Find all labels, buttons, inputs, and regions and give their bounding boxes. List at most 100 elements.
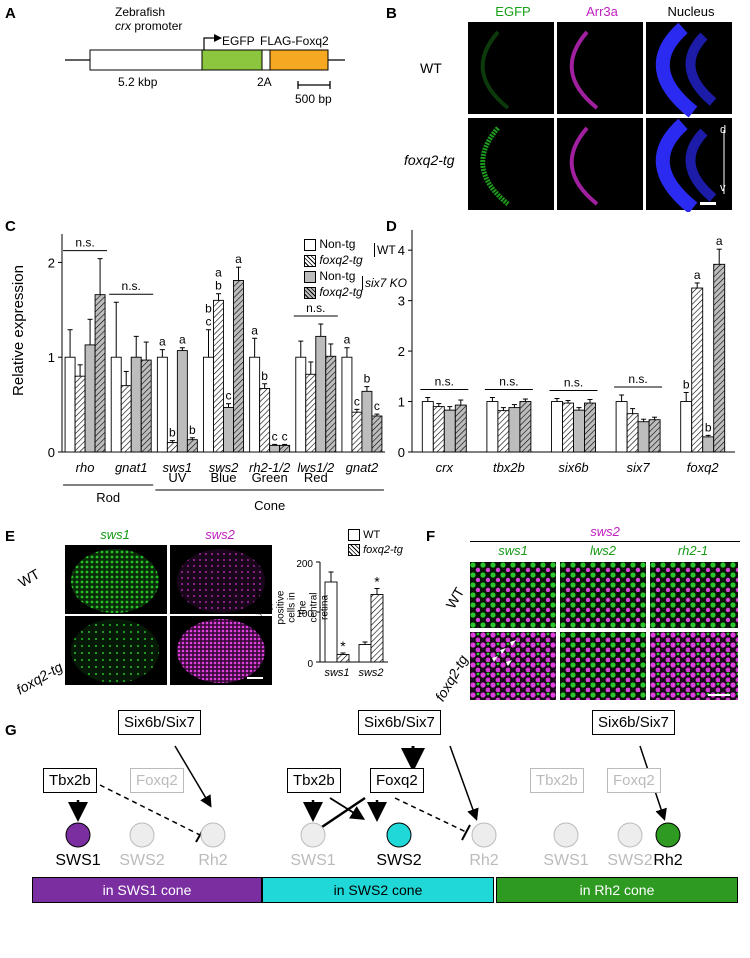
g2-cone-bar: in SWS2 cone (262, 877, 494, 903)
sig-letter: a (159, 335, 166, 349)
bar (680, 401, 693, 453)
g2-foxq2-box: Foxq2 (370, 768, 424, 793)
sig-letter: a (179, 333, 186, 347)
bar (186, 439, 198, 453)
tss-arrowhead (214, 34, 222, 42)
g1-sws2: SWS2 (119, 852, 165, 869)
ns-label: n.s. (628, 372, 647, 386)
b-col-nucleus: Nucleus (667, 4, 715, 19)
sig-letter: c (272, 429, 278, 443)
bar (648, 419, 661, 453)
g2-tbx2b-box: Tbx2b (287, 768, 341, 793)
panel-b-label: B (386, 5, 397, 22)
flag-foxq2-label: FLAG-Foxq2 (260, 34, 329, 48)
bar (519, 401, 532, 453)
e-col-sws2: sws2 (205, 527, 235, 542)
bar (637, 421, 650, 453)
bar (305, 373, 317, 453)
g3-rh2: Rh2 (653, 852, 683, 869)
g3-six-box: Six6b/Six7 (592, 710, 675, 735)
bar (315, 335, 327, 453)
b-row-wt: WT (420, 60, 442, 76)
bar (562, 402, 574, 453)
c-legend-3: Non-tg (304, 268, 363, 284)
promoter-title: Zebrafish crx promoter (115, 5, 182, 33)
sig-star: * (374, 574, 380, 590)
f-col-rh2-1: rh2-1 (677, 543, 709, 558)
b-col-egfp: EGFP (495, 4, 531, 19)
g3-tbx2b-box: Tbx2b (530, 768, 584, 793)
species-label: Zebrafish (115, 5, 166, 19)
bar (325, 355, 337, 453)
sig-letter: a (251, 323, 258, 337)
bar (336, 654, 350, 663)
flag-foxq2-box (269, 49, 329, 71)
bar (110, 356, 122, 453)
e-row-foxq2tg: foxq2-tg (13, 658, 66, 698)
bar (269, 444, 281, 453)
ns-label: n.s. (435, 375, 454, 389)
y-tick-label: 200 (296, 559, 313, 570)
bar (249, 356, 261, 453)
sig-letter: c (282, 429, 288, 443)
e-ylabel: Number of positive cells in the central … (253, 589, 331, 625)
bar (223, 407, 234, 453)
category-label: rh2-1/2 (249, 460, 291, 475)
tss-arrow (203, 37, 216, 50)
c-ylabel: Relative expression (9, 264, 27, 396)
egfp-box (201, 49, 263, 71)
bar (361, 390, 373, 453)
sig-letter: b (215, 279, 222, 293)
bar (203, 356, 214, 453)
panel-d-chart: 0 1 2 3 4 crx tbx2b six6b six7 foxq2 n.s. n.s. n.s. n… (398, 230, 735, 475)
rod-label: Rod (96, 490, 120, 505)
bar (486, 401, 499, 453)
regulatory-model (65, 745, 681, 848)
sig-letter: c (226, 389, 232, 403)
c-legend: Non-tg foxq2-tg Non-tg foxq2-tg (304, 236, 363, 300)
cone-label: Cone (254, 498, 285, 513)
panel-f-label: F (426, 528, 436, 545)
g1-six-box: Six6b/Six7 (118, 710, 201, 735)
cone-subtype-label: UV (168, 470, 186, 485)
y-tick-label: 100 (296, 609, 313, 620)
bar (421, 401, 434, 453)
panel-c-label: C (5, 218, 16, 235)
promoter-gene: crx (115, 19, 131, 33)
b-axis-v: v (720, 182, 726, 194)
sig-letter: a (694, 268, 701, 282)
sig-letter: b (169, 426, 176, 440)
f-row-wt: WT (442, 584, 468, 612)
retina-sections (468, 22, 732, 212)
ns-label: n.s. (75, 236, 94, 250)
y-tick-label: 1 (48, 350, 55, 365)
panel-a-label: A (5, 5, 16, 22)
f-top-sws2: sws2 (590, 524, 620, 539)
bar (130, 356, 142, 453)
e-col-sws1: sws1 (100, 527, 130, 542)
category-label: crx (436, 460, 454, 475)
bar (432, 406, 445, 453)
sig-letter: a (215, 266, 222, 280)
promoter-size: 5.2 kbp (118, 75, 158, 89)
category-label: tbx2b (493, 460, 525, 475)
category-label: gnat2 (346, 460, 379, 475)
b-row-foxq2tg: foxq2-tg (404, 152, 455, 168)
f-row-foxq2tg: foxq2-tg (431, 652, 471, 704)
construct-diagram (65, 34, 345, 89)
b-col-arr3a: Arr3a (586, 4, 618, 19)
g2-rh2: Rh2 (469, 852, 499, 869)
bar (626, 413, 639, 453)
g1-rh2: Rh2 (198, 852, 228, 869)
sig-letter: b (705, 420, 712, 434)
y-tick-label: 4 (398, 243, 405, 258)
category-label: foxq2 (687, 460, 720, 475)
sig-letter: c (206, 315, 212, 329)
bar (370, 594, 384, 663)
bar (358, 644, 372, 663)
panel-e-label: E (5, 528, 16, 545)
category-label: sws2 (358, 667, 383, 679)
cone-subtype-label: Red (304, 470, 328, 485)
bar (551, 401, 563, 453)
c-legend-4: foxq2-tg (304, 284, 363, 300)
